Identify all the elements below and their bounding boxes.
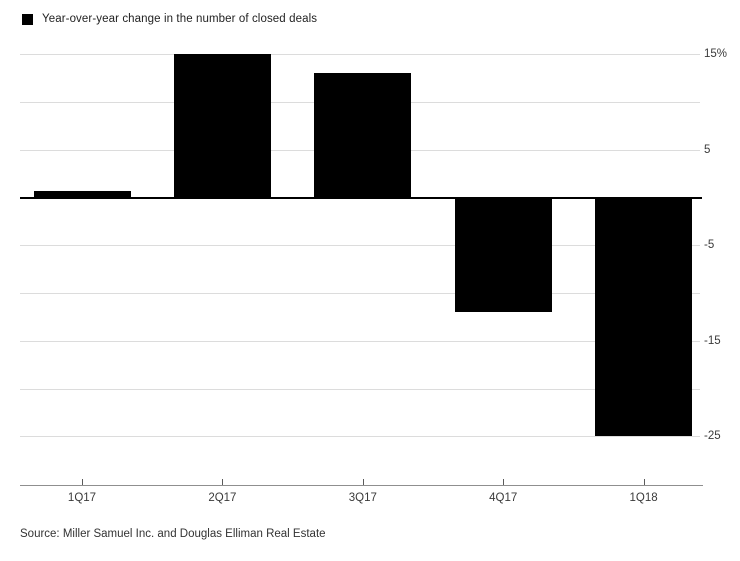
legend-marker-icon (22, 13, 33, 25)
gridline--25 (20, 436, 700, 438)
x-axis-tick-4q17 (503, 479, 505, 485)
x-axis-tick-1q17 (82, 479, 83, 485)
bar-1q17 (33, 190, 131, 198)
x-axis-line (20, 485, 703, 486)
x-axis-label-1q18: 1Q18 (629, 492, 658, 504)
x-axis-tick-2q17 (222, 479, 224, 485)
y-axis-label--15: -15 (704, 334, 721, 347)
zero-baseline (20, 196, 702, 199)
y-axis-label--5: -5 (704, 239, 715, 252)
bar-1q18 (595, 197, 693, 437)
x-axis-label-3q17: 3Q17 (348, 492, 377, 504)
x-axis-tick-3q17 (362, 479, 364, 485)
source-attribution: Source: Miller Samuel Inc. and Douglas E… (20, 528, 326, 540)
gridline--10 (20, 293, 700, 294)
bar-4q17 (454, 197, 552, 313)
gridline--5 (20, 245, 700, 247)
legend: Year-over-year change in the number of c… (22, 13, 317, 25)
y-axis-label-5: 5 (704, 143, 711, 156)
x-axis-tick-1q18 (643, 479, 645, 485)
gridline-15 (20, 54, 700, 56)
y-axis-label-15-: 15% (704, 48, 728, 61)
bar-3q17 (314, 73, 412, 198)
gridline--20 (20, 388, 700, 390)
gridline--15 (20, 340, 700, 342)
x-axis-label-1q17: 1Q17 (67, 492, 97, 504)
x-axis-label-2q17: 2Q17 (208, 492, 237, 504)
x-axis-label-4q17: 4Q17 (489, 492, 518, 504)
y-axis-label--25: -25 (704, 430, 721, 443)
legend-label: Year-over-year change in the number of c… (42, 13, 318, 25)
bar-2q17 (173, 54, 271, 198)
